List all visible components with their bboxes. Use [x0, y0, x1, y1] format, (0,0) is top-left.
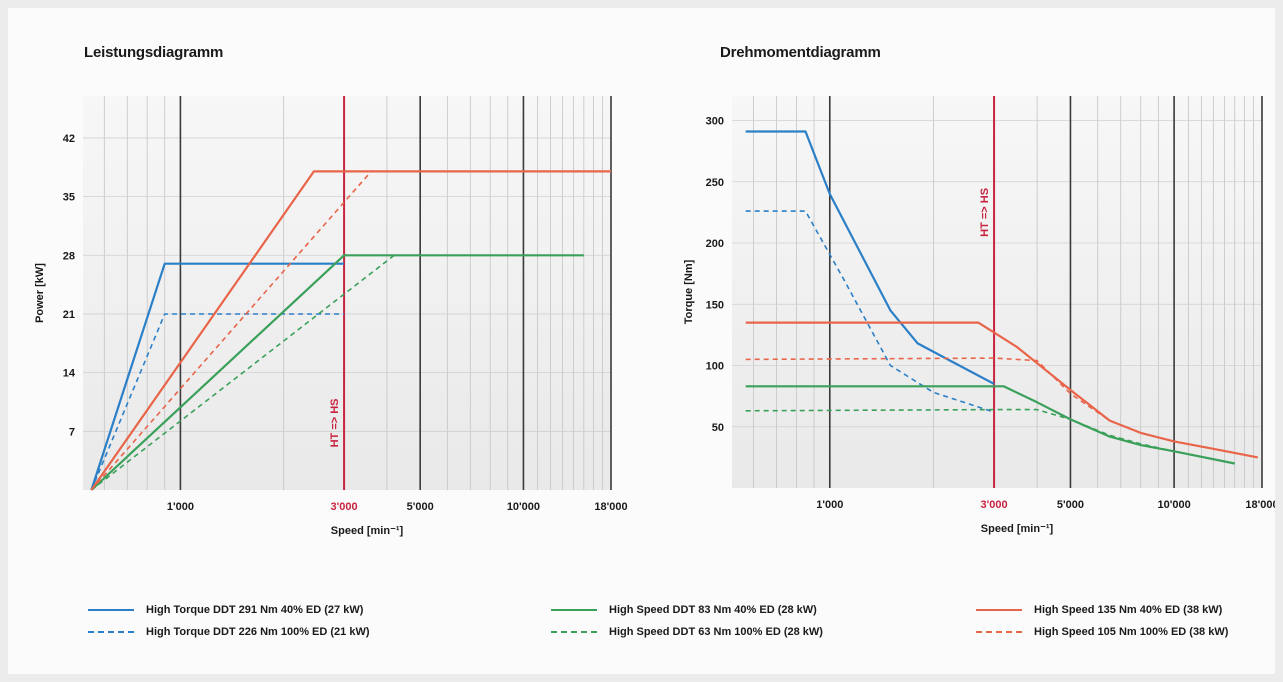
legend-item: High Speed 105 Nm 100% ED (38 kW) [976, 626, 1228, 638]
y-tick-label: 7 [69, 426, 75, 438]
y-tick-label: 100 [706, 361, 724, 373]
y-tick-label: 42 [63, 133, 75, 145]
x-tick-label: 5'000 [407, 501, 434, 513]
torque-chart-title: Drehmomentdiagramm [720, 44, 881, 61]
x-axis-label: Speed [min⁻¹] [981, 523, 1054, 535]
series-line-2 [90, 313, 345, 491]
legend-swatch [88, 631, 134, 633]
legend-item: High Speed 135 Nm 40% ED (38 kW) [976, 604, 1222, 616]
y-tick-label: 250 [706, 177, 724, 189]
y-tick-label: 300 [706, 116, 724, 128]
power-chart-title: Leistungsdiagramm [84, 44, 224, 61]
legend-item: High Torque DDT 291 Nm 40% ED (27 kW) [88, 604, 363, 616]
series-line-2 [745, 210, 995, 413]
series-line-1 [745, 130, 995, 385]
series-line-3 [90, 254, 584, 491]
series-line-1 [90, 262, 345, 491]
x-tick-label: 3'000 [981, 499, 1008, 511]
series-line-6 [745, 357, 1258, 459]
legend-label: High Torque DDT 226 Nm 100% ED (21 kW) [146, 626, 370, 638]
series-line-3 [745, 385, 1235, 465]
plot-area [732, 96, 1262, 488]
legend-label: High Speed 105 Nm 100% ED (38 kW) [1034, 626, 1229, 638]
y-tick-label: 21 [63, 309, 75, 321]
x-tick-label: 10'000 [507, 501, 540, 513]
legend-item: High Torque DDT 226 Nm 100% ED (21 kW) [88, 626, 370, 638]
torque-chart: 50 100 150 200 250 300 1'000 3'000 5'000 10'000 18… [683, 96, 1275, 535]
y-axis-label: Torque [Nm] [683, 259, 695, 324]
legend-item: High Speed DDT 63 Nm 100% ED (28 kW) [551, 626, 823, 638]
series-line-6 [90, 170, 372, 491]
x-axis-label: Speed [min⁻¹] [331, 525, 404, 537]
x-tick-label: 18'000 [1245, 499, 1275, 511]
y-tick-label: 14 [63, 368, 76, 380]
x-tick-label: 3'000 [331, 501, 358, 513]
series-line-4 [90, 254, 395, 491]
y-axis-label: Power [kW] [34, 263, 46, 323]
y-tick-label: 150 [706, 299, 724, 311]
legend-label: High Speed DDT 63 Nm 100% ED (28 kW) [609, 626, 823, 638]
ht-hs-marker-label: HT => HS [329, 398, 341, 447]
series-line-4 [745, 408, 1235, 465]
x-tick-label: 5'000 [1057, 499, 1084, 511]
x-tick-label: 1'000 [816, 499, 843, 511]
page: Leistungsdiagramm Drehmomentdiagramm 7 14… [8, 8, 1275, 674]
y-tick-label: 28 [63, 250, 75, 262]
legend-item: High Speed DDT 83 Nm 40% ED (28 kW) [551, 604, 817, 616]
y-tick-label: 35 [63, 192, 75, 204]
power-chart: 7 14 21 28 35 42 1'000 3'000 5'000 10'000 18'000 HT… [34, 96, 628, 537]
legend-swatch [551, 609, 597, 611]
x-tick-label: 18'000 [594, 501, 627, 513]
y-tick-label: 200 [706, 238, 724, 250]
x-tick-label: 1'000 [167, 501, 194, 513]
legend-label: High Speed 135 Nm 40% ED (38 kW) [1034, 604, 1223, 616]
legend-swatch [551, 631, 597, 633]
legend-swatch [88, 609, 134, 611]
y-tick-label: 50 [712, 422, 724, 434]
ht-hs-marker-label: HT => HS [979, 188, 991, 237]
legend-swatch [976, 631, 1022, 633]
legend-swatch [976, 609, 1022, 611]
legend-label: High Speed DDT 83 Nm 40% ED (28 kW) [609, 604, 817, 616]
x-tick-label: 10'000 [1157, 499, 1190, 511]
legend-label: High Torque DDT 291 Nm 40% ED (27 kW) [146, 604, 364, 616]
legend: High Torque DDT 291 Nm 40% ED (27 kW) Hig… [8, 598, 1275, 658]
series-line-5 [90, 170, 611, 491]
